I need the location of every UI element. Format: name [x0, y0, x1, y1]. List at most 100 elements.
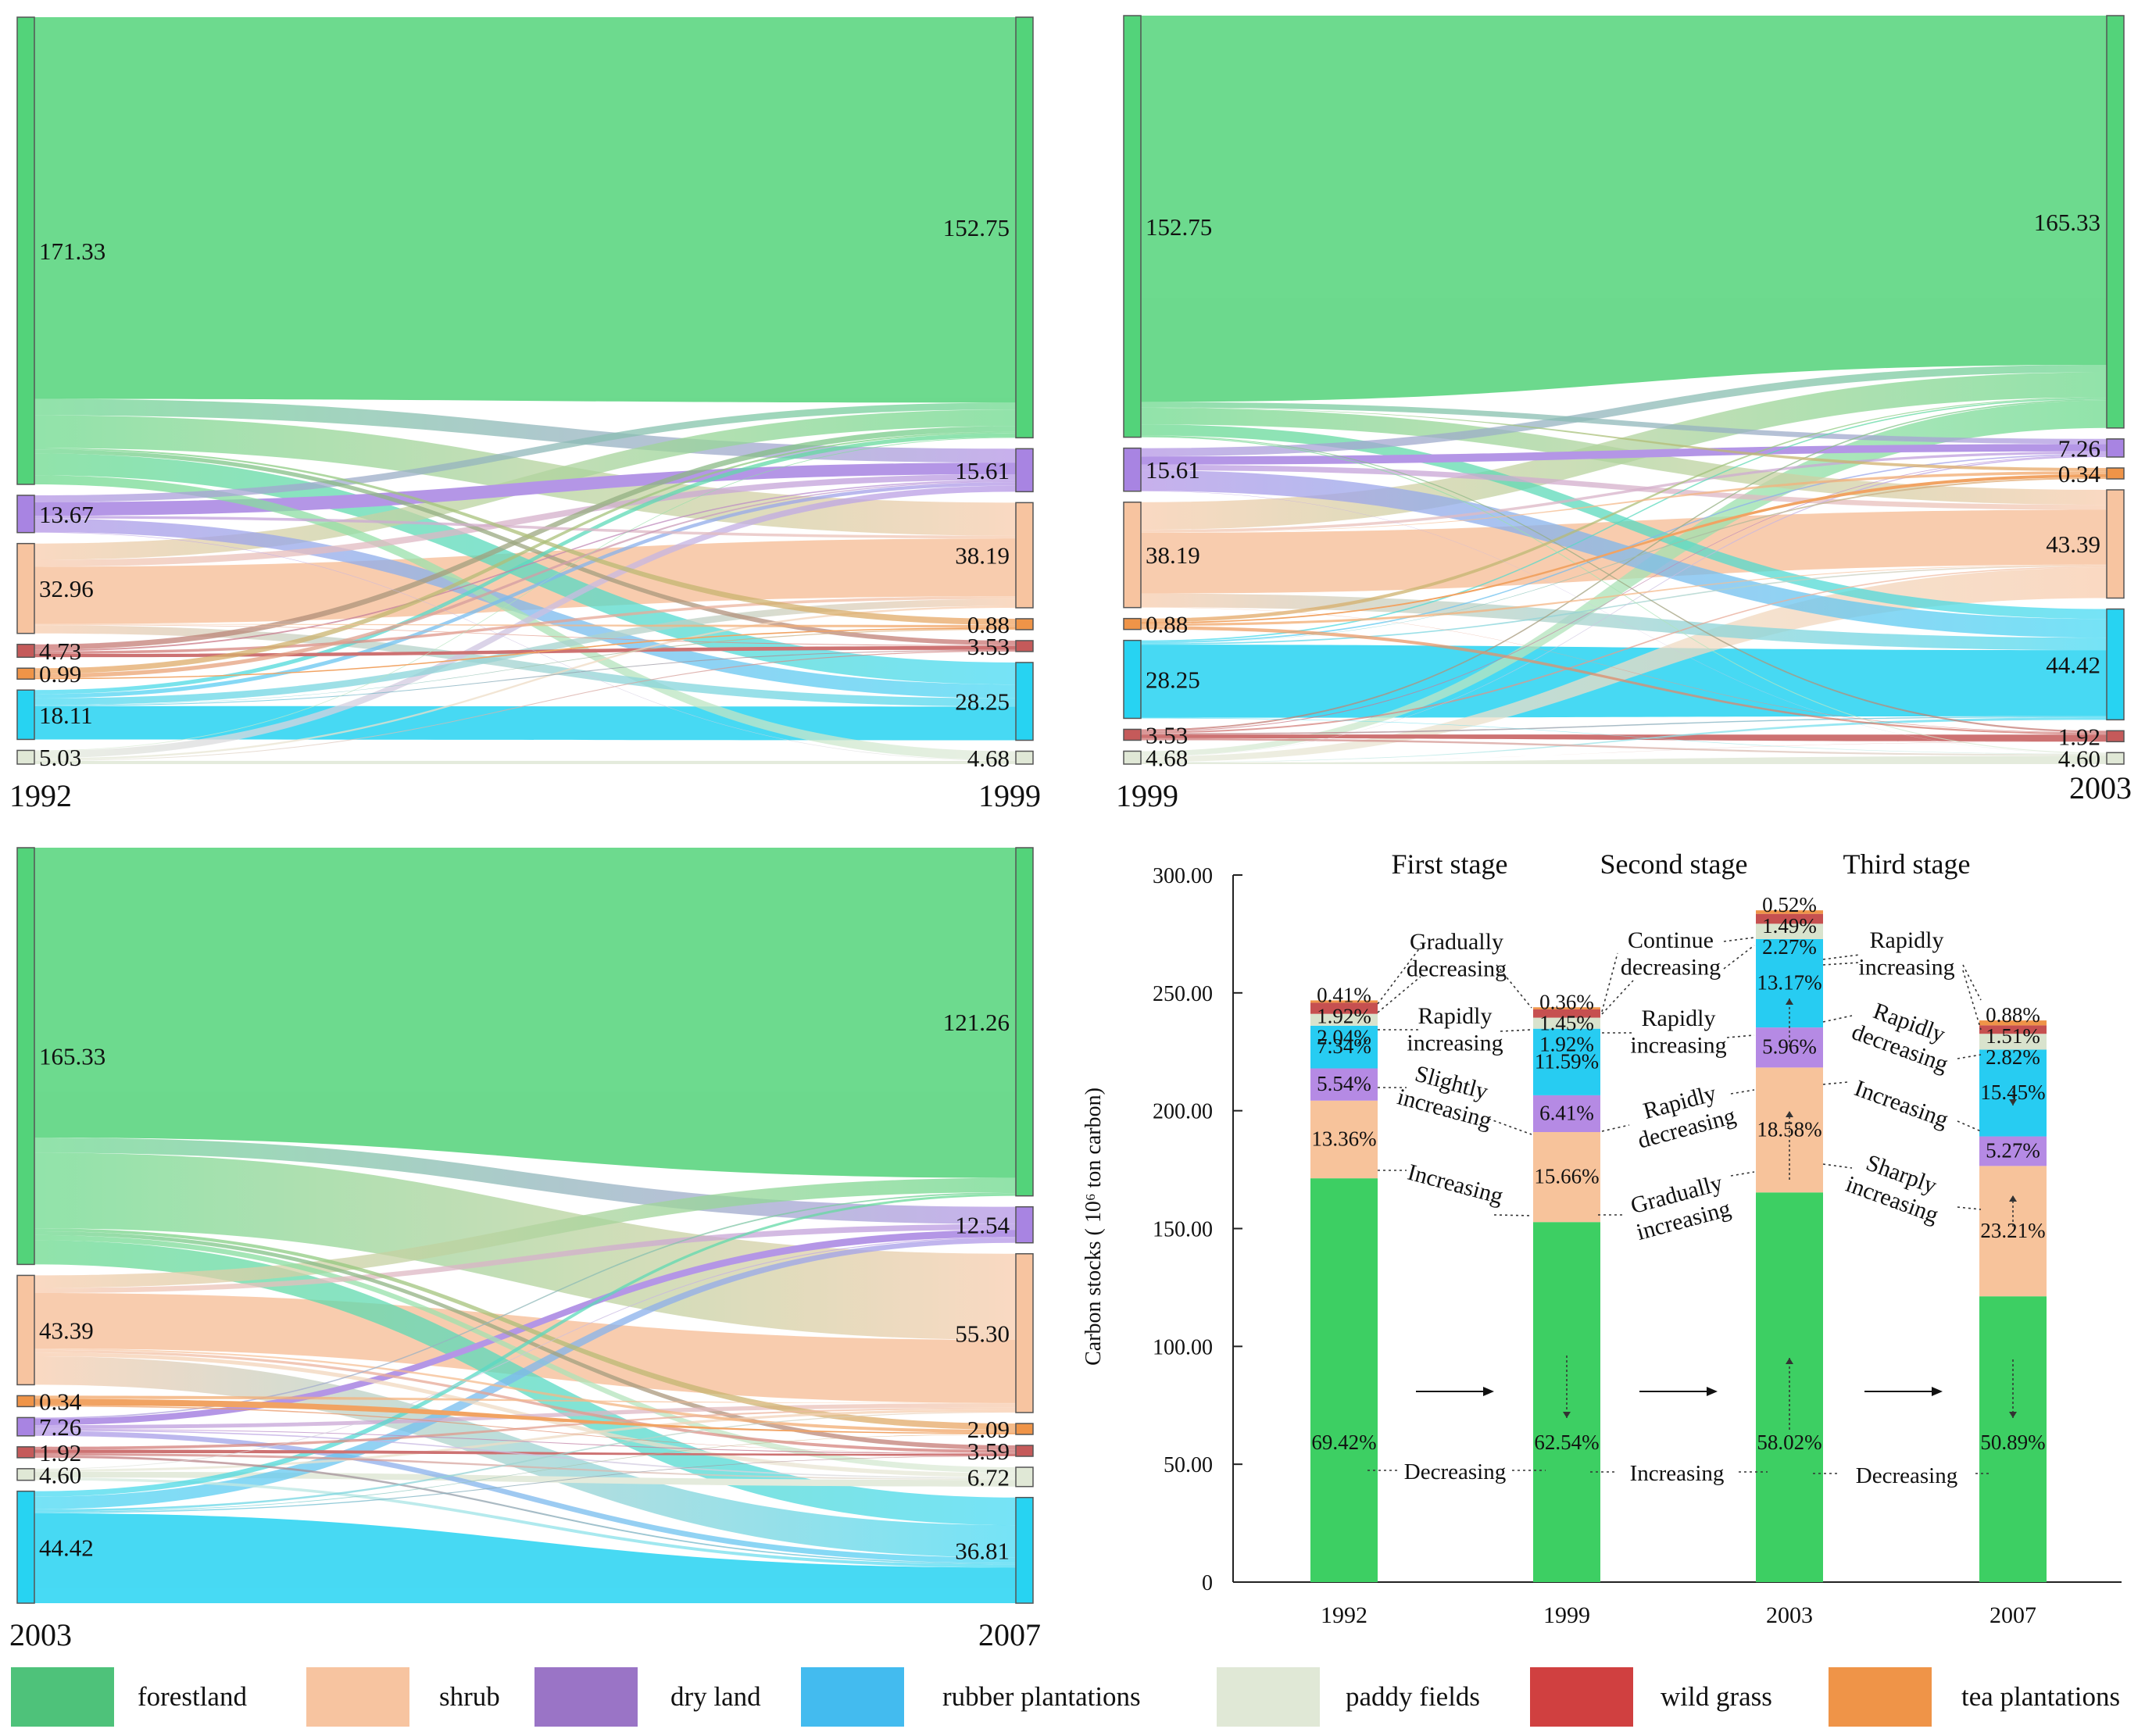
flow-paddy_fields-to-shrub [34, 605, 1016, 760]
stage-arrow-head [1932, 1387, 1943, 1396]
flow-forestland-to-paddy_fields [34, 475, 1016, 761]
legend-label-dry_land: dry land [670, 1681, 761, 1712]
left-node-shrub [16, 542, 35, 634]
right-node-label: 121.26 [943, 1009, 1010, 1036]
left-node-label: 44.42 [39, 1534, 94, 1561]
flow-rubber_plantations-to-wild_grass [34, 649, 1016, 706]
flow-forestland-to-wild_grass [34, 1231, 1016, 1450]
change-arrow-head [2009, 1099, 2017, 1106]
percent-label-rubber_plantations: 11.59% [1535, 1049, 1599, 1073]
annotation-stage2_shrub: Graduallyincreasing [1627, 1170, 1734, 1245]
flow-tea_plantations-to-wild_grass [34, 1405, 1016, 1453]
left-node-label: 5.03 [39, 744, 81, 771]
y-tick-label: 200.00 [1153, 1100, 1213, 1124]
carbon-stock-bar-chart: 0 50.00 100.00 150.00 200.00 250.00 300.00 Carb… [1081, 848, 2122, 1628]
x-tick-label: 1999 [1543, 1602, 1590, 1628]
percent-label-tea_plantations: 0.52% [1762, 893, 1817, 916]
left-node-label: 4.60 [39, 1461, 81, 1488]
flow-wild_grass-to-rubber_plantations [1141, 716, 2107, 735]
connector-line [1723, 937, 1755, 942]
flow-forestland-to-dry_land [34, 398, 1016, 463]
bar-segment-paddy_fields-1999 [1533, 1017, 1600, 1029]
flow-dry_land-to-forestland [34, 402, 1016, 502]
annotation-stage2_dry: Rapidlydecreasing [1628, 1077, 1738, 1153]
percent-label-paddy_fields: 2.82% [1986, 1045, 2040, 1069]
flow-tea_plantations-to-tea_plantations [1141, 473, 2107, 624]
flow-shrub-to-tea_plantations [34, 1348, 1016, 1434]
right-node-label: 4.68 [967, 745, 1010, 772]
right-node-paddy_fields [2106, 752, 2125, 765]
annotation-stage2_forest: Increasing [1630, 1461, 1725, 1486]
flow-wild_grass-to-paddy_fields [34, 1452, 1016, 1481]
bar-segment-forestland-1992 [1310, 1178, 1378, 1582]
right-node-wild_grass [2106, 730, 2125, 743]
flow-shrub-to-dry_land [1141, 451, 2107, 533]
percent-label-paddy_fields: 1.92% [1539, 1032, 1594, 1056]
flow-rubber_plantations-to-rubber_plantations [34, 1513, 1016, 1603]
bar-segment-tea_plantations-2007 [1979, 1020, 2047, 1026]
right-node-label: 38.19 [955, 542, 1010, 570]
x-tick-label: 1992 [1321, 1602, 1367, 1628]
left-node-label: 43.39 [39, 1316, 94, 1344]
to-year-label: 1999 [978, 778, 1041, 813]
flow-forestland-to-wild_grass [1141, 435, 2107, 733]
flow-rubber_plantations-to-shrub [1141, 565, 2107, 645]
percent-label-forestland: 69.42% [1311, 1431, 1376, 1454]
y-tick-label: 150.00 [1153, 1218, 1213, 1242]
right-node-label: 43.39 [2046, 530, 2100, 558]
left-node-paddy_fields [16, 1468, 35, 1481]
connector-line [1377, 976, 1421, 1013]
flow-rubber_plantations-to-dry_land [34, 482, 1016, 698]
stage-arrow-head [1483, 1387, 1494, 1396]
flow-forestland-to-rubber_plantations [1141, 424, 2107, 620]
flow-shrub-to-rubber_plantations [34, 625, 1016, 707]
flow-forestland-to-forestland [34, 848, 1016, 1178]
annotation-stage2_rubber: Rapidly increasing [1630, 1006, 1726, 1059]
legend-swatch-paddy_fields [1217, 1667, 1320, 1727]
flow-shrub-to-wild_grass [34, 624, 1016, 646]
left-node-rubber_plantations [16, 1490, 35, 1604]
left-node-label: 0.34 [39, 1388, 82, 1415]
right-node-paddy_fields [1015, 750, 1034, 765]
percent-label-dry_land: 5.54% [1317, 1072, 1371, 1095]
connector-line [1730, 1089, 1755, 1095]
flow-forestland-to-tea_plantations [34, 1228, 1016, 1431]
left-node-label: 28.25 [1146, 666, 1200, 694]
connector-line [1822, 1081, 1849, 1085]
percent-label-shrub: 15.66% [1534, 1165, 1599, 1188]
flows [1141, 16, 2107, 764]
left-node-label: 171.33 [39, 238, 105, 265]
to-year-label: 2003 [2069, 770, 2132, 805]
legend-label-tea_plantations: tea plantations [1961, 1681, 2120, 1712]
bar-segment-dry_land-1999 [1533, 1095, 1600, 1132]
legend-swatch-wild_grass [1530, 1667, 1633, 1727]
flow-rubber_plantations-to-paddy_fields [1141, 717, 2107, 755]
left-node-label: 1.92 [39, 1439, 81, 1466]
right-node-label: 1.92 [2058, 723, 2100, 750]
flows [34, 17, 1016, 764]
bar-segment-forestland-2007 [1979, 1296, 2047, 1582]
legend-label-shrub: shrub [439, 1681, 500, 1712]
flow-wild_grass-to-wild_grass [1141, 734, 2107, 742]
legend-label-forestland: forestland [138, 1681, 247, 1712]
right-node-forestland [1015, 16, 1034, 439]
from-year-label: 1992 [9, 778, 72, 813]
flow-rubber_plantations-to-dry_land [34, 1238, 1016, 1509]
flow-dry_land-to-dry_land [1141, 444, 2107, 465]
flow-paddy_fields-to-wild_grass [1141, 741, 2107, 763]
connector-line [1822, 1015, 1853, 1023]
bar-segment-rubber_plantations-1999 [1533, 1028, 1600, 1095]
bar-segment-paddy_fields-2003 [1756, 923, 1823, 939]
flow-dry_land-to-forestland [34, 1192, 1016, 1420]
flow-forestland-to-rubber_plantations [34, 453, 1016, 685]
right-node-label: 6.72 [967, 1463, 1010, 1491]
flow-forestland-to-dry_land [1141, 402, 2107, 445]
flow-dry_land-to-shrub [1141, 464, 2107, 510]
right-node-tea_plantations [1015, 618, 1034, 630]
right-node-label: 36.81 [955, 1537, 1010, 1564]
left-node-label: 15.61 [1146, 456, 1200, 484]
y-tick-label: 250.00 [1153, 982, 1213, 1006]
flows [34, 848, 1016, 1603]
x-tick-label: 2003 [1766, 1602, 1813, 1628]
